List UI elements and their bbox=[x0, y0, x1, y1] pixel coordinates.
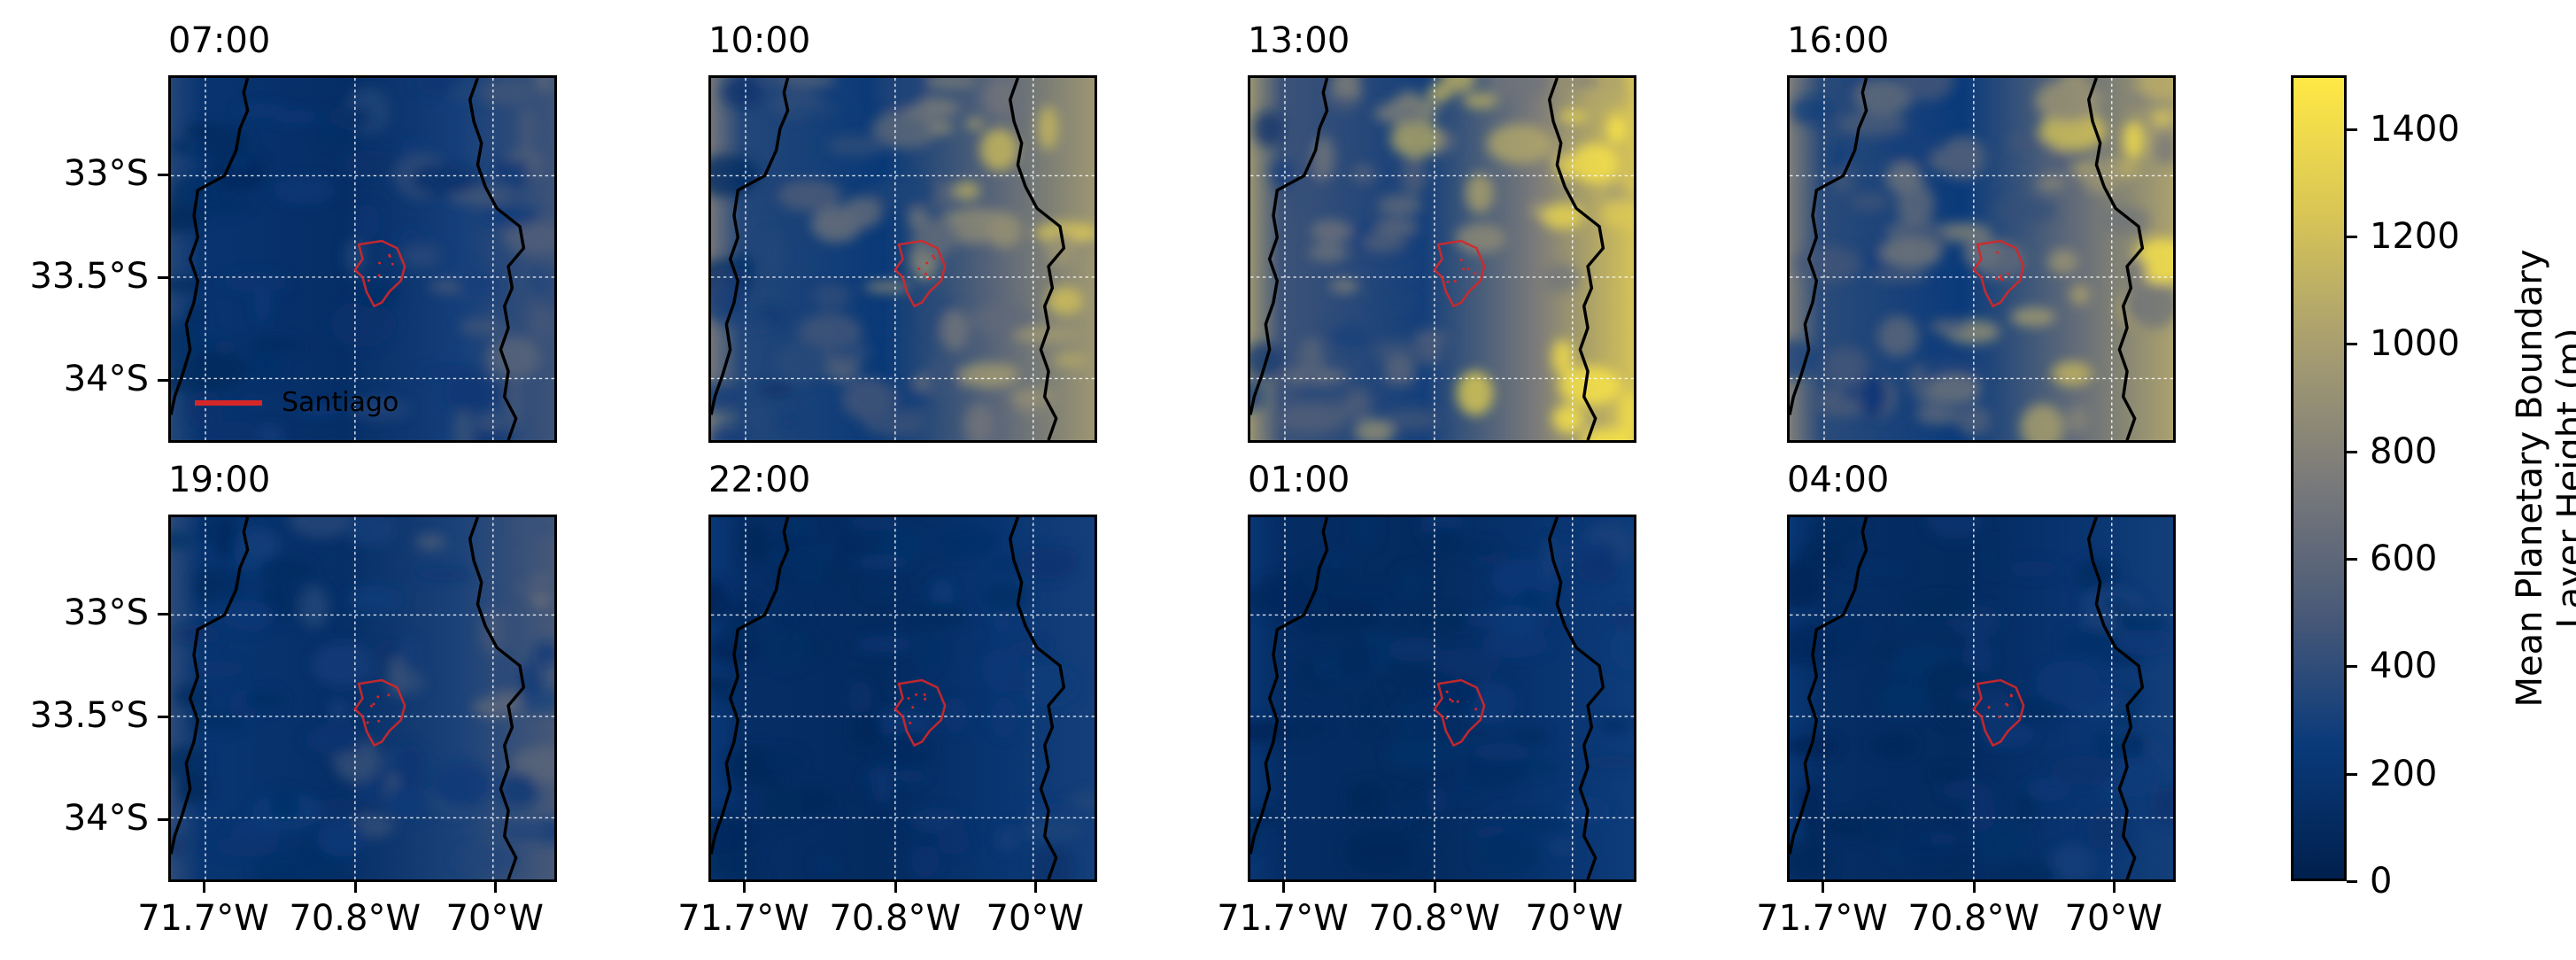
pblh-field bbox=[711, 517, 1095, 879]
longitude-tick-label: 70.8°W bbox=[829, 898, 962, 939]
longitude-tick-mark bbox=[1573, 882, 1576, 893]
latitude-tick-label: 33°S bbox=[63, 592, 149, 634]
longitude-tick-mark bbox=[1281, 882, 1285, 893]
latitude-tick-mark bbox=[158, 379, 168, 383]
pblh-field bbox=[1790, 78, 2173, 440]
longitude-tick-mark bbox=[353, 882, 357, 893]
longitude-tick-mark bbox=[742, 882, 746, 893]
longitude-tick-label: 71.7°W bbox=[137, 898, 269, 939]
longitude-tick-mark bbox=[2112, 882, 2116, 893]
longitude-tick-label: 71.7°W bbox=[1217, 898, 1349, 939]
colorbar-tick-label: 800 bbox=[2370, 430, 2438, 472]
latitude-tick-mark bbox=[158, 716, 168, 719]
colorbar-tick-mark bbox=[2347, 880, 2357, 883]
colorbar-title-line1: Mean Planetary Boundary bbox=[2510, 249, 2550, 708]
map-panel bbox=[1787, 75, 2176, 443]
pblh-field bbox=[711, 78, 1095, 440]
longitude-tick-label: 70.8°W bbox=[1907, 898, 2040, 939]
latitude-tick-mark bbox=[158, 613, 168, 616]
latitude-tick-mark bbox=[158, 818, 168, 822]
panel-title: 10:00 bbox=[708, 20, 811, 61]
pblh-field bbox=[1790, 517, 2173, 879]
pblh-field bbox=[171, 78, 554, 440]
longitude-tick-mark bbox=[202, 882, 205, 893]
map-panel bbox=[1248, 75, 1636, 443]
latitude-tick-label: 33.5°S bbox=[29, 256, 149, 298]
pblh-field bbox=[1250, 78, 1634, 440]
map-panel bbox=[1248, 515, 1636, 882]
panel-title: 19:00 bbox=[168, 460, 271, 500]
map-panel bbox=[168, 75, 557, 443]
colorbar bbox=[2291, 75, 2347, 881]
colorbar-tick-label: 200 bbox=[2370, 753, 2438, 794]
longitude-tick-label: 70.8°W bbox=[1368, 898, 1501, 939]
panel-title: 04:00 bbox=[1787, 460, 1890, 500]
colorbar-title: Mean Planetary Boundary Layer Height (m) bbox=[2510, 249, 2576, 707]
colorbar-tick-label: 1000 bbox=[2370, 323, 2460, 365]
longitude-tick-label: 70°W bbox=[445, 898, 544, 939]
longitude-tick-mark bbox=[893, 882, 897, 893]
longitude-tick-label: 71.7°W bbox=[677, 898, 809, 939]
panel-title: 07:00 bbox=[168, 20, 271, 61]
colorbar-tick-mark bbox=[2347, 772, 2357, 776]
colorbar-tick-mark bbox=[2347, 450, 2357, 453]
legend: Santiago bbox=[195, 387, 398, 418]
colorbar-tick-label: 0 bbox=[2370, 861, 2393, 902]
colorbar-tick-label: 400 bbox=[2370, 646, 2438, 687]
panel-title: 01:00 bbox=[1248, 460, 1350, 500]
longitude-tick-label: 70.8°W bbox=[289, 898, 422, 939]
latitude-tick-label: 33.5°S bbox=[29, 695, 149, 737]
longitude-tick-mark bbox=[493, 882, 497, 893]
latitude-tick-mark bbox=[158, 276, 168, 280]
colorbar-tick-mark bbox=[2347, 558, 2357, 561]
latitude-tick-label: 34°S bbox=[63, 798, 149, 840]
map-panel bbox=[1787, 515, 2176, 882]
map-panel bbox=[708, 75, 1097, 443]
colorbar-tick-label: 1200 bbox=[2370, 216, 2460, 257]
latitude-tick-label: 34°S bbox=[63, 359, 149, 400]
longitude-tick-label: 70°W bbox=[986, 898, 1084, 939]
latitude-tick-label: 33°S bbox=[63, 153, 149, 195]
santiago-legend-swatch bbox=[195, 399, 262, 406]
pblh-field bbox=[1250, 517, 1634, 879]
panel-title: 22:00 bbox=[708, 460, 811, 500]
colorbar-tick-mark bbox=[2347, 236, 2357, 238]
longitude-tick-label: 71.7°W bbox=[1756, 898, 1888, 939]
colorbar-tick-mark bbox=[2347, 665, 2357, 669]
colorbar-tick-label: 600 bbox=[2370, 538, 2438, 579]
pblh-field bbox=[171, 517, 554, 879]
panel-title: 13:00 bbox=[1248, 20, 1350, 61]
colorbar-title-line2: Layer Height (m) bbox=[2550, 328, 2576, 629]
latitude-tick-mark bbox=[158, 174, 168, 177]
longitude-tick-mark bbox=[1821, 882, 1824, 893]
longitude-tick-mark bbox=[1033, 882, 1037, 893]
longitude-tick-mark bbox=[1972, 882, 1976, 893]
map-panel bbox=[168, 515, 557, 882]
colorbar-tick-mark bbox=[2347, 343, 2357, 346]
longitude-tick-label: 70°W bbox=[2064, 898, 2162, 939]
panel-title: 16:00 bbox=[1787, 20, 1890, 61]
legend-label: Santiago bbox=[282, 387, 399, 418]
map-panel bbox=[708, 515, 1097, 882]
colorbar-tick-mark bbox=[2347, 128, 2357, 131]
longitude-tick-label: 70°W bbox=[1525, 898, 1623, 939]
colorbar-tick-label: 1400 bbox=[2370, 108, 2460, 150]
longitude-tick-mark bbox=[1433, 882, 1436, 893]
